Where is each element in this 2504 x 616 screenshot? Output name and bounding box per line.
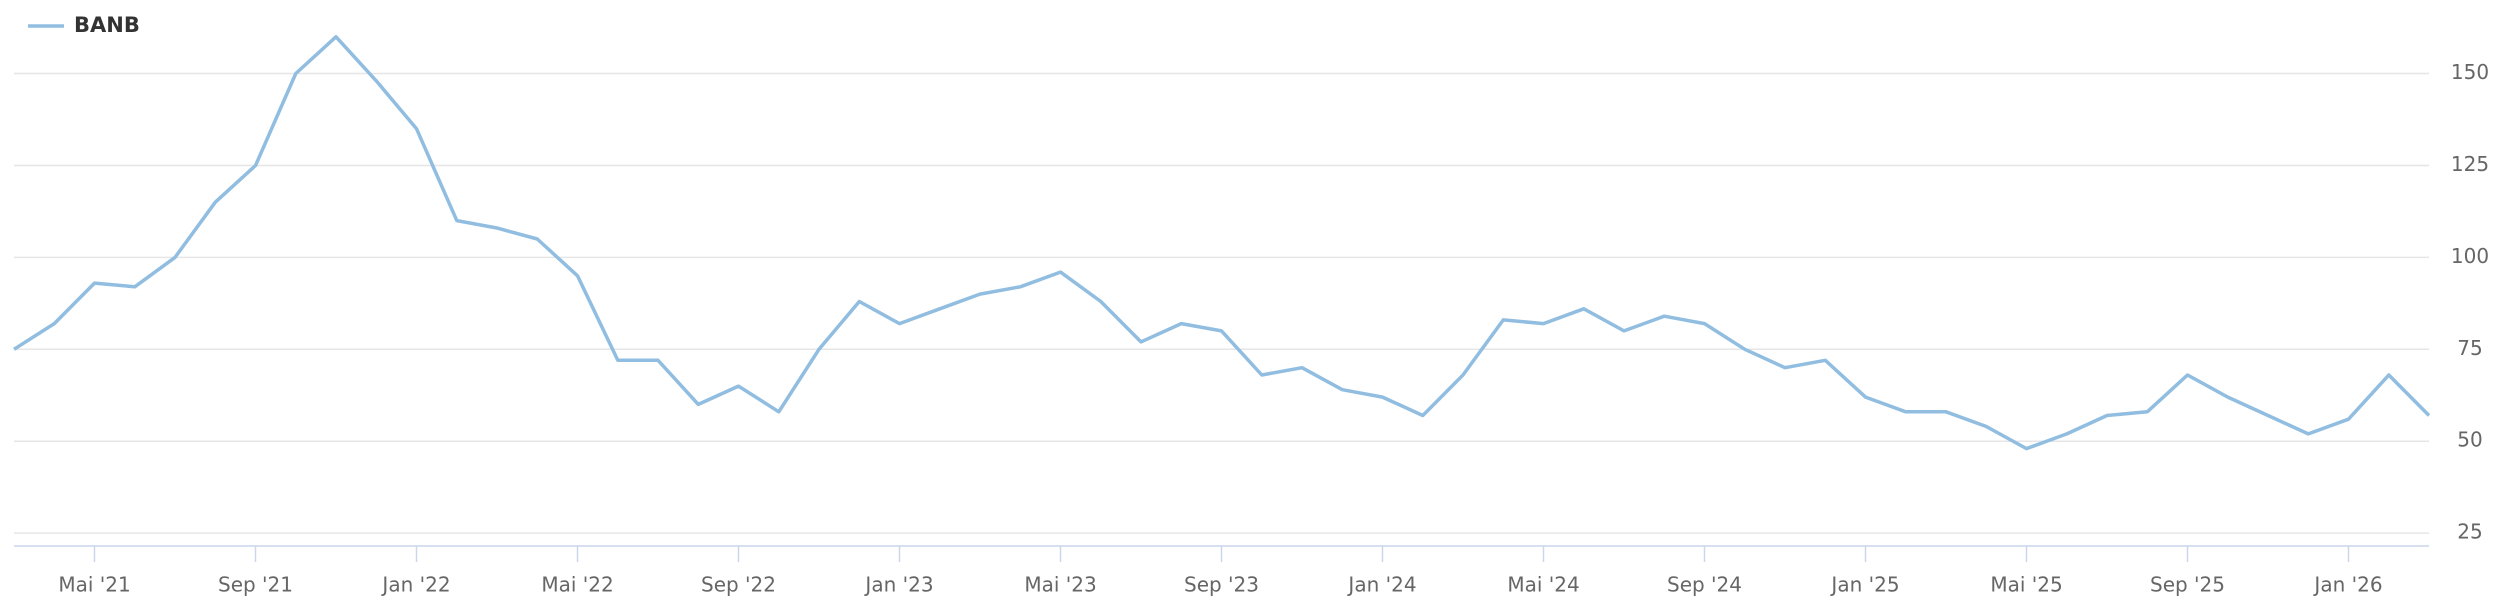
series-line	[13, 35, 2431, 451]
y-tick-label: 150	[2451, 60, 2489, 84]
y-tick-label: 125	[2451, 152, 2489, 176]
y-tick-label: 50	[2457, 428, 2482, 452]
x-tick-label: Jan '22	[380, 573, 450, 597]
x-tick-label: Mai '23	[1024, 573, 1096, 597]
x-tick-label: Mai '24	[1507, 573, 1579, 597]
x-tick-label: Jan '24	[1346, 573, 1416, 597]
x-tick-label: Jan '26	[2312, 573, 2382, 597]
x-tick-label: Jan '25	[1829, 573, 1899, 597]
y-tick-label: 25	[2457, 520, 2482, 544]
y-tick-label: 75	[2457, 336, 2482, 360]
x-tick-label: Mai '25	[1990, 573, 2062, 597]
x-tick-label: Sep '22	[701, 573, 776, 597]
x-tick-label: Mai '22	[541, 573, 613, 597]
legend-label: BANB	[74, 13, 140, 37]
y-tick-label: 100	[2451, 244, 2489, 268]
x-tick-label: Sep '21	[218, 573, 293, 597]
x-tick-label: Mai '21	[58, 573, 130, 597]
x-tick-label: Sep '25	[2150, 573, 2225, 597]
x-tick-label: Sep '23	[1184, 573, 1259, 597]
x-tick-label: Sep '24	[1667, 573, 1742, 597]
x-tick-label: Jan '23	[863, 573, 933, 597]
